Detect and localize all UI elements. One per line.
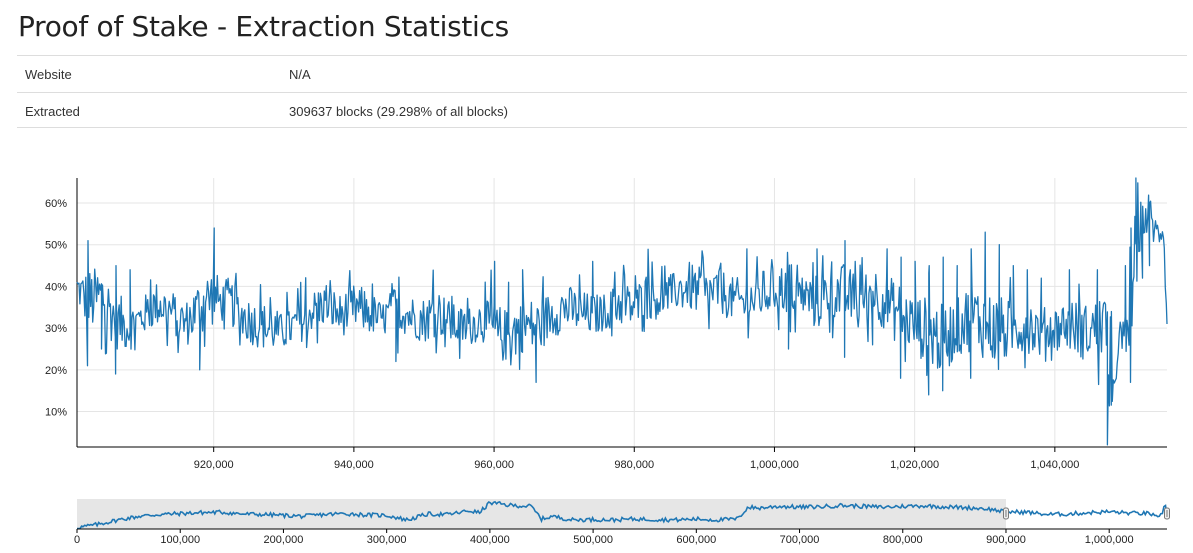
x-tick-label: 980,000 [614, 459, 654, 471]
x-tick-label: 1,040,000 [1030, 459, 1079, 471]
y-tick-label: 20% [45, 365, 67, 377]
x-tick-label: 940,000 [334, 459, 374, 471]
x-tick-label: 960,000 [474, 459, 514, 471]
overview-tick-label: 400,000 [470, 534, 510, 546]
overview-tick-label: 0 [74, 534, 80, 546]
y-tick-label: 60% [45, 198, 67, 210]
y-tick-label: 40% [45, 281, 67, 293]
info-key: Extracted [17, 92, 281, 129]
overview-tick-label: 100,000 [160, 534, 200, 546]
brush-handle[interactable] [1002, 507, 1009, 520]
overview-tick-label: 1,000,000 [1085, 534, 1134, 546]
page-title: Proof of Stake - Extraction Statistics [18, 10, 509, 43]
info-value: N/A [281, 55, 1187, 93]
info-value: 309637 blocks (29.298% of all blocks) [281, 92, 1187, 129]
overview-selection[interactable] [77, 499, 1006, 529]
table-bottom-border [17, 127, 1187, 128]
y-tick-label: 50% [45, 240, 67, 252]
y-tick-label: 30% [45, 323, 67, 335]
overview-tick-label: 200,000 [264, 534, 304, 546]
info-row-extracted: Extracted 309637 blocks (29.298% of all … [17, 92, 1187, 129]
info-table: Website N/A Extracted 309637 blocks (29.… [17, 55, 1187, 129]
main-series-line [76, 177, 1168, 446]
info-key: Website [17, 55, 281, 93]
overview-tick-label: 900,000 [986, 534, 1026, 546]
x-tick-label: 1,000,000 [750, 459, 799, 471]
y-tick-label: 10% [45, 407, 67, 419]
overview-tick-label: 500,000 [573, 534, 613, 546]
info-row-website: Website N/A [17, 55, 1187, 93]
overview-tick-label: 600,000 [676, 534, 716, 546]
x-tick-label: 1,020,000 [890, 459, 939, 471]
overview-tick-label: 700,000 [780, 534, 820, 546]
overview-series-line [77, 500, 1168, 530]
overview-tick-label: 800,000 [883, 534, 923, 546]
x-tick-label: 920,000 [194, 459, 234, 471]
brush-handle[interactable] [1164, 507, 1170, 520]
overview-tick-label: 300,000 [367, 534, 407, 546]
